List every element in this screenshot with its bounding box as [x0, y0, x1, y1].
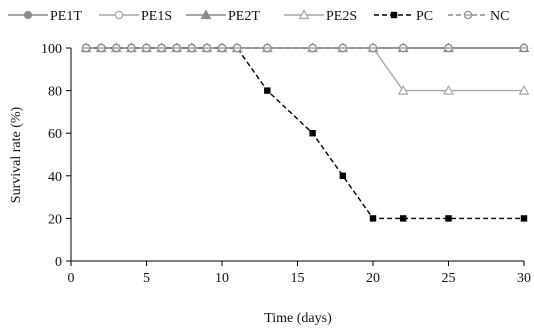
legend: PE1T PE1S PE2T PE2S PC NC: [8, 9, 509, 24]
legend-item-pe2t: PE2T: [186, 9, 260, 24]
axes: 0 20 40 60 80 100 0 5 10 15 20 25 30: [41, 42, 531, 286]
legend-label-pe2t: PE2T: [228, 9, 260, 24]
data-point-nc: [96, 43, 106, 53]
y-tick-label: 80: [48, 85, 62, 100]
series-line-pe2s: [86, 47, 524, 92]
data-point-pc: [445, 215, 452, 222]
data-point-nc: [142, 43, 151, 53]
data-point-pc: [520, 215, 528, 222]
y-tick-label: 40: [48, 170, 62, 185]
legend-label-pe2s: PE2S: [326, 9, 357, 24]
legend-item-pe1t: PE1T: [8, 9, 82, 24]
legend-label-pe1s: PE1S: [141, 9, 172, 24]
x-tick-label: 5: [143, 271, 150, 286]
x-tick-label: 25: [442, 271, 456, 286]
data-point-pe2s: [518, 84, 530, 95]
legend-item-pc: PC: [374, 9, 433, 24]
data-point-nc: [127, 43, 136, 53]
legend-marker-nc: [463, 10, 473, 20]
legend-label-pc: PC: [416, 9, 433, 24]
data-point-nc: [157, 43, 166, 53]
data-point-pe2s: [443, 84, 454, 95]
series-lines: [86, 47, 524, 220]
legend-item-pe1s: PE1S: [99, 9, 172, 24]
legend-marker-pe2s: [298, 9, 310, 20]
x-axis-label: Time (days): [264, 311, 332, 326]
data-point-pc: [369, 215, 377, 222]
data-point-pe2s: [397, 84, 409, 95]
legend-label-pe1t: PE1T: [50, 9, 82, 24]
data-point-nc: [444, 43, 453, 53]
legend-marker-pe1t: [23, 10, 33, 20]
legend-item-pe2s: PE2S: [284, 9, 357, 24]
data-point-pc: [309, 130, 316, 137]
data-point-nc: [187, 43, 196, 53]
legend-label-nc: NC: [490, 9, 509, 24]
data-point-nc: [338, 43, 347, 53]
data-point-nc: [263, 43, 272, 53]
y-tick-label: 60: [48, 127, 62, 142]
x-tick-label: 10: [215, 271, 229, 286]
series-markers: [80, 42, 530, 222]
x-tick-label: 15: [291, 271, 305, 286]
data-point-nc: [308, 43, 317, 53]
data-point-nc: [217, 43, 227, 53]
data-point-nc: [232, 43, 242, 53]
data-point-pc: [400, 215, 407, 222]
y-tick-label: 100: [41, 42, 62, 57]
y-tick-label: 20: [48, 212, 62, 227]
legend-marker-pe1s: [114, 10, 124, 20]
legend-item-nc: NC: [448, 9, 509, 24]
x-tick-label: 30: [517, 271, 531, 286]
data-point-nc: [172, 43, 181, 53]
data-point-pc: [264, 87, 271, 94]
y-tick-label: 0: [55, 255, 62, 270]
data-point-nc: [519, 43, 529, 53]
data-point-nc: [368, 43, 378, 53]
x-tick-label: 0: [68, 271, 75, 286]
data-point-nc: [81, 43, 91, 53]
data-point-nc: [399, 43, 408, 53]
x-tick-label: 20: [366, 271, 380, 286]
data-point-nc: [112, 43, 121, 53]
series-line-pc: [86, 47, 524, 220]
data-point-pc: [339, 172, 346, 179]
legend-marker-pe2t: [200, 9, 212, 20]
y-axis-label: Survival rate (%): [9, 106, 24, 203]
legend-marker-pc: [390, 11, 398, 19]
data-point-nc: [202, 43, 212, 53]
